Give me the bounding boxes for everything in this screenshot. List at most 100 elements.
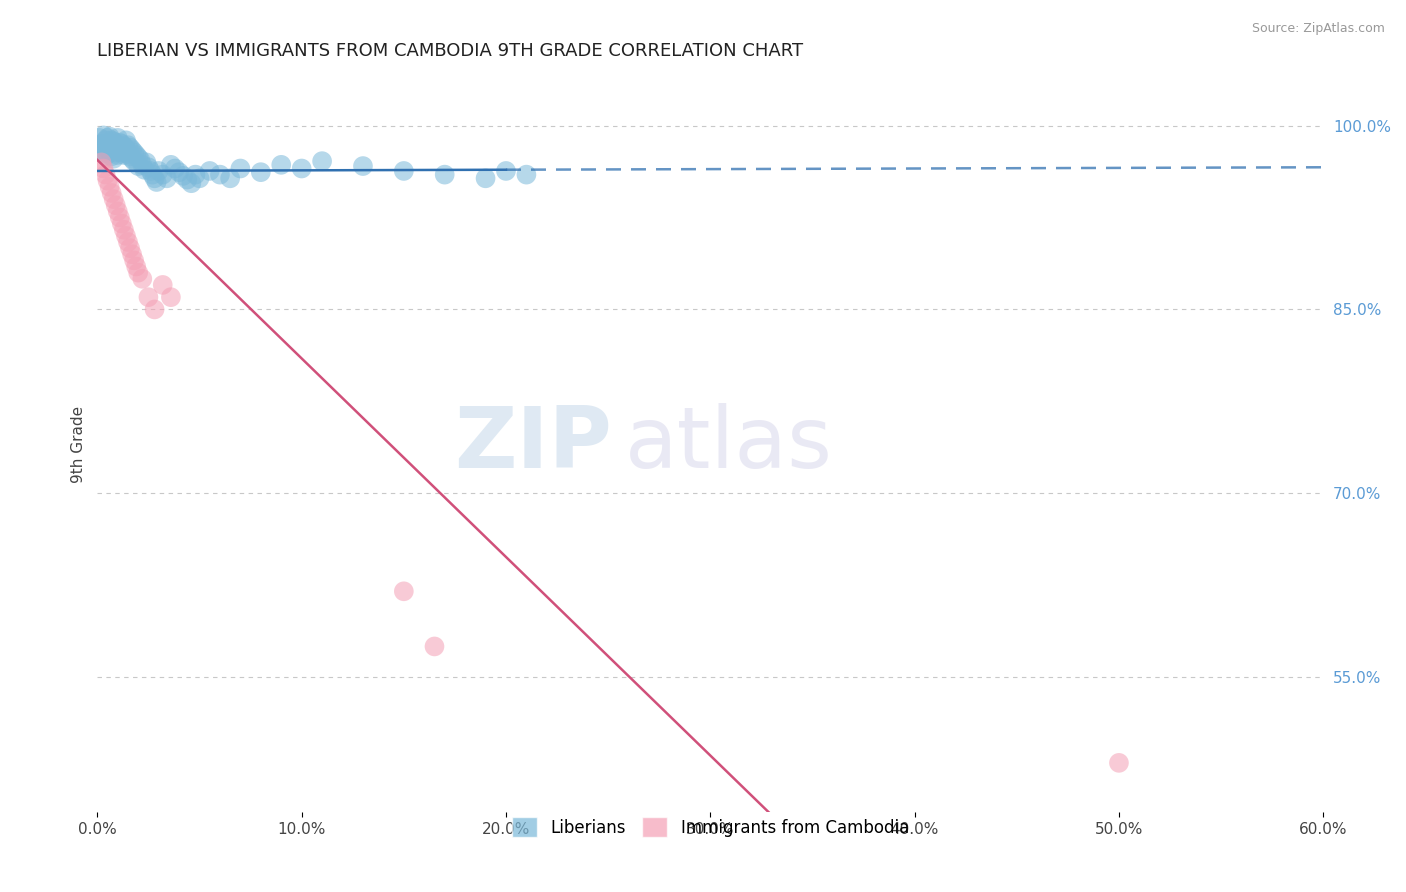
Point bbox=[100, 133, 122, 147]
Point bbox=[93, 145, 115, 160]
Point bbox=[103, 143, 125, 157]
Point bbox=[163, 161, 186, 176]
Point bbox=[100, 186, 122, 200]
Point bbox=[172, 169, 194, 183]
Point bbox=[118, 141, 141, 155]
Point bbox=[112, 223, 135, 237]
Text: LIBERIAN VS IMMIGRANTS FROM CAMBODIA 9TH GRADE CORRELATION CHART: LIBERIAN VS IMMIGRANTS FROM CAMBODIA 9TH… bbox=[97, 42, 803, 60]
Point bbox=[352, 159, 374, 173]
Point bbox=[495, 164, 517, 178]
Point bbox=[115, 133, 138, 147]
Point bbox=[311, 154, 333, 169]
Point bbox=[135, 155, 157, 169]
Point bbox=[97, 174, 120, 188]
Point bbox=[89, 131, 111, 145]
Point bbox=[392, 164, 415, 178]
Point bbox=[125, 260, 148, 274]
Point bbox=[139, 164, 162, 178]
Point bbox=[474, 171, 496, 186]
Point bbox=[127, 159, 149, 173]
Point bbox=[291, 161, 314, 176]
Point bbox=[188, 171, 211, 186]
Point bbox=[117, 235, 139, 249]
Point bbox=[180, 176, 202, 190]
Point bbox=[160, 290, 183, 304]
Point bbox=[104, 136, 127, 151]
Point bbox=[122, 253, 145, 268]
Point bbox=[111, 136, 134, 151]
Point bbox=[93, 128, 115, 143]
Point bbox=[93, 161, 115, 176]
Point bbox=[176, 172, 198, 186]
Point bbox=[103, 192, 125, 206]
Point bbox=[103, 152, 125, 166]
Point bbox=[423, 640, 446, 654]
Point bbox=[107, 148, 129, 162]
Point bbox=[112, 148, 135, 162]
Point bbox=[122, 154, 145, 169]
Point bbox=[198, 164, 221, 178]
Text: Source: ZipAtlas.com: Source: ZipAtlas.com bbox=[1251, 22, 1385, 36]
Point bbox=[249, 165, 271, 179]
Point bbox=[148, 164, 170, 178]
Point bbox=[97, 131, 120, 145]
Point bbox=[121, 152, 143, 166]
Point bbox=[152, 277, 174, 292]
Point bbox=[117, 146, 139, 161]
Point bbox=[208, 168, 231, 182]
Point bbox=[122, 145, 145, 160]
Point bbox=[112, 139, 135, 153]
Point bbox=[97, 146, 120, 161]
Point bbox=[125, 148, 148, 162]
Point bbox=[1108, 756, 1130, 770]
Point bbox=[131, 272, 153, 286]
Point bbox=[107, 139, 129, 153]
Point bbox=[117, 138, 139, 153]
Point bbox=[98, 129, 121, 144]
Point bbox=[107, 204, 129, 219]
Point bbox=[90, 155, 112, 169]
Point bbox=[93, 136, 115, 151]
Point bbox=[145, 175, 167, 189]
Point bbox=[115, 228, 138, 243]
Point bbox=[100, 149, 122, 163]
Point bbox=[121, 247, 143, 261]
Point bbox=[515, 168, 537, 182]
Point bbox=[156, 171, 179, 186]
Point bbox=[129, 153, 152, 167]
Point bbox=[127, 151, 149, 165]
Point bbox=[121, 143, 143, 157]
Point bbox=[94, 141, 117, 155]
Point bbox=[141, 168, 163, 182]
Point bbox=[219, 171, 242, 186]
Point bbox=[107, 131, 129, 145]
Point bbox=[108, 145, 131, 159]
Point bbox=[167, 165, 190, 179]
Point bbox=[108, 136, 131, 150]
Y-axis label: 9th Grade: 9th Grade bbox=[72, 406, 86, 483]
Point bbox=[111, 217, 134, 231]
Point bbox=[98, 145, 121, 159]
Point bbox=[134, 162, 156, 177]
Point bbox=[103, 135, 125, 149]
Point bbox=[94, 133, 117, 147]
Point bbox=[229, 161, 252, 176]
Point bbox=[94, 149, 117, 163]
Point bbox=[184, 168, 207, 182]
Point bbox=[90, 143, 112, 157]
Point bbox=[104, 198, 127, 212]
Point bbox=[104, 145, 127, 160]
Point bbox=[115, 142, 138, 156]
Legend: Liberians, Immigrants from Cambodia: Liberians, Immigrants from Cambodia bbox=[505, 810, 915, 844]
Point bbox=[118, 149, 141, 163]
Point bbox=[97, 138, 120, 153]
Point bbox=[90, 136, 112, 151]
Point bbox=[127, 266, 149, 280]
Text: ZIP: ZIP bbox=[454, 402, 612, 486]
Point bbox=[94, 168, 117, 182]
Point bbox=[131, 158, 153, 172]
Point bbox=[108, 211, 131, 225]
Point bbox=[118, 241, 141, 255]
Point bbox=[152, 168, 174, 182]
Point bbox=[111, 145, 134, 160]
